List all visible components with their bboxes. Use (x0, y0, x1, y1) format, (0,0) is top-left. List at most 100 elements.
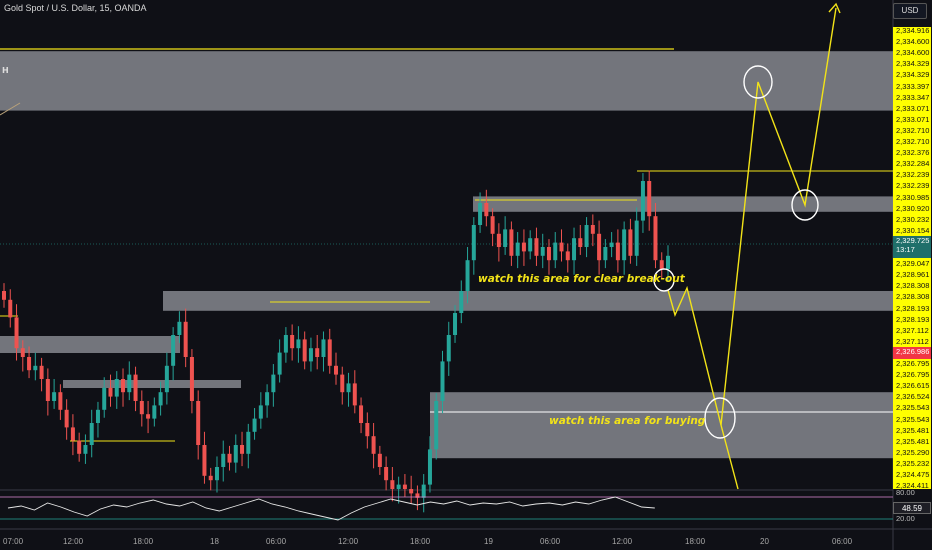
price-scale[interactable]: 2,334.916 2,334.600 2,334.600 2,334.329 2,33… (893, 26, 931, 490)
time-tick: 18:00 (410, 537, 431, 546)
price-tick: 2,332.710 (896, 125, 930, 135)
candle-body (214, 467, 219, 481)
bearish-path (667, 285, 739, 490)
candle-body (108, 387, 113, 397)
candle-body (396, 484, 401, 489)
candle-body (77, 440, 82, 454)
candle-body (45, 379, 50, 401)
candle-body (152, 405, 157, 419)
arrow-head (828, 2, 841, 14)
candle-body (258, 405, 263, 419)
price-tick: 2,333.071 (896, 103, 930, 113)
candle-body (534, 238, 539, 256)
candle-body (70, 427, 75, 441)
price-tick: 2,330.232 (896, 214, 930, 224)
candle-body (102, 387, 107, 410)
candle-body (89, 423, 94, 445)
zone-left-upper (0, 336, 180, 353)
candle-body (553, 242, 558, 261)
price-tick: 2,325.481 (896, 436, 930, 446)
candle-body (390, 480, 395, 489)
red-price-tag: 2,326.986 (893, 347, 931, 359)
buy-circle (704, 397, 736, 439)
candle-body (315, 348, 320, 357)
breakout-note: watch this area for clear break-out (478, 273, 685, 285)
candle-body (183, 321, 188, 357)
candle-body (590, 225, 595, 234)
candle-body (540, 247, 545, 256)
candle-body (565, 251, 570, 261)
current-price: 2,329.725 (896, 236, 930, 245)
candle-body (271, 374, 276, 393)
candle-body (377, 453, 382, 467)
candle-body (252, 418, 257, 432)
candle-body (659, 260, 664, 269)
candle-body (296, 339, 301, 349)
candle-body (584, 225, 589, 247)
price-tick: 2,326.795 (896, 370, 930, 380)
price-tick: 2,330.920 (896, 203, 930, 213)
buying-note: watch this area for buying (549, 415, 706, 427)
time-tick: 19 (484, 537, 493, 546)
price-tick: 2,332.239 (896, 181, 930, 191)
price-tick: 2,328.193 (896, 314, 930, 324)
candle-body (139, 401, 144, 415)
candle-body (521, 242, 526, 252)
candle-body (202, 445, 207, 476)
candle-body (528, 238, 533, 252)
candle-body (196, 401, 201, 445)
zone-3 (430, 392, 893, 459)
price-tick: 2,328.308 (896, 292, 930, 302)
price-tick: 2,332.284 (896, 159, 930, 169)
price-tick: 2,334.916 (896, 26, 930, 35)
candle-body (227, 453, 232, 463)
candle-body (434, 401, 439, 450)
time-tick: 12:00 (612, 537, 633, 546)
candle-body (64, 409, 69, 428)
time-tick: 07:00 (3, 537, 24, 546)
candle-body (246, 431, 251, 454)
chart-title: Gold Spot / U.S. Dollar, 15, OANDA (4, 3, 147, 13)
level-lines (0, 48, 893, 442)
price-tick: 2,326.795 (896, 359, 930, 368)
candle-body (277, 352, 282, 375)
price-tick: 2,332.239 (896, 170, 930, 180)
time-tick: 06:00 (266, 537, 287, 546)
candle-body (127, 374, 132, 393)
currency-button[interactable]: USD (893, 3, 927, 19)
candle-body (58, 392, 63, 410)
candle-body (559, 242, 564, 252)
price-tick: 2,334.600 (896, 48, 930, 58)
candle-body (39, 365, 44, 379)
time-tick: 18 (210, 537, 219, 546)
candle-body (622, 229, 627, 261)
price-tick: 2,333.347 (896, 92, 930, 102)
bullish-path (720, 7, 837, 426)
candle-body (578, 238, 583, 247)
candle-body (421, 484, 426, 498)
candle-body (440, 361, 445, 401)
candle-body (95, 409, 100, 423)
candle-body (346, 383, 351, 393)
price-tick: 2,334.600 (896, 37, 930, 47)
candle-body (628, 229, 633, 256)
candle-body (446, 335, 451, 362)
candle-body (133, 374, 138, 401)
price-tick: 2,332.376 (896, 148, 930, 158)
breakout-circle (653, 268, 675, 292)
zone-left-lower (63, 380, 241, 388)
candle-body (597, 233, 602, 261)
price-tick: 2,325.543 (896, 414, 930, 424)
candle-body (359, 405, 364, 423)
time-tick: 06:00 (540, 537, 561, 546)
price-tick: 2,328.308 (896, 281, 930, 291)
candlestick-series (2, 170, 670, 513)
candle-body (609, 242, 614, 247)
candle-body (459, 291, 464, 313)
candle-body (171, 335, 176, 366)
candle-body (352, 383, 357, 406)
time-tick: 12:00 (338, 537, 359, 546)
candle-body (8, 299, 13, 318)
